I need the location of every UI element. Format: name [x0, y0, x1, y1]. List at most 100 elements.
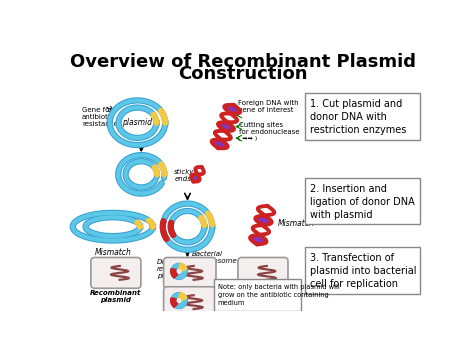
- Polygon shape: [257, 221, 268, 224]
- Polygon shape: [252, 236, 266, 240]
- Polygon shape: [250, 238, 266, 243]
- Text: Foreign DNA with
gene of interest: Foreign DNA with gene of interest: [237, 99, 298, 113]
- FancyBboxPatch shape: [164, 258, 216, 288]
- Text: Construction: Construction: [178, 65, 308, 83]
- Polygon shape: [218, 123, 234, 129]
- Polygon shape: [193, 174, 200, 178]
- Polygon shape: [192, 180, 195, 181]
- Polygon shape: [191, 177, 199, 181]
- Polygon shape: [192, 180, 195, 181]
- Polygon shape: [251, 237, 266, 241]
- Polygon shape: [229, 105, 237, 108]
- Polygon shape: [212, 142, 227, 148]
- Text: Recombinant
plasmid: Recombinant plasmid: [90, 290, 142, 303]
- Polygon shape: [227, 111, 236, 113]
- Polygon shape: [219, 127, 231, 131]
- Polygon shape: [256, 220, 270, 224]
- Polygon shape: [192, 175, 200, 179]
- FancyBboxPatch shape: [304, 178, 420, 224]
- Polygon shape: [250, 238, 266, 243]
- Polygon shape: [230, 105, 237, 107]
- Polygon shape: [225, 122, 230, 124]
- Polygon shape: [195, 174, 199, 177]
- Polygon shape: [216, 140, 226, 143]
- Polygon shape: [214, 145, 223, 148]
- Polygon shape: [228, 105, 238, 109]
- Polygon shape: [192, 179, 196, 181]
- Polygon shape: [226, 110, 237, 113]
- Polygon shape: [194, 174, 199, 177]
- Text: sticky
ends: sticky ends: [174, 169, 195, 182]
- Polygon shape: [194, 174, 199, 178]
- Polygon shape: [224, 107, 240, 113]
- Polygon shape: [255, 218, 272, 223]
- Polygon shape: [261, 224, 264, 225]
- Polygon shape: [191, 178, 197, 181]
- Polygon shape: [216, 147, 220, 148]
- Polygon shape: [195, 174, 199, 177]
- Polygon shape: [256, 235, 263, 237]
- Polygon shape: [223, 122, 231, 125]
- Polygon shape: [226, 105, 240, 111]
- Polygon shape: [259, 223, 266, 225]
- Polygon shape: [255, 219, 271, 223]
- Polygon shape: [219, 140, 223, 141]
- Polygon shape: [219, 123, 234, 128]
- Polygon shape: [227, 105, 239, 110]
- Text: Mismatch: Mismatch: [94, 248, 131, 257]
- Polygon shape: [222, 122, 232, 126]
- Text: 1. Cut plasmid and
donor DNA with
restriction enzymes: 1. Cut plasmid and donor DNA with restri…: [310, 99, 406, 135]
- Polygon shape: [256, 221, 269, 224]
- Polygon shape: [232, 105, 235, 106]
- Polygon shape: [191, 176, 200, 180]
- Polygon shape: [225, 108, 239, 113]
- Polygon shape: [224, 106, 240, 112]
- Polygon shape: [252, 240, 264, 244]
- Polygon shape: [220, 122, 233, 127]
- Text: 2. Insertion and
ligation of donor DNA
with plasmid: 2. Insertion and ligation of donor DNA w…: [310, 184, 415, 220]
- Polygon shape: [253, 241, 263, 244]
- Text: Bacterial
chromosome: Bacterial chromosome: [191, 251, 237, 264]
- Polygon shape: [193, 175, 200, 179]
- Polygon shape: [217, 140, 225, 142]
- Polygon shape: [258, 222, 267, 225]
- Polygon shape: [192, 180, 195, 181]
- Polygon shape: [219, 122, 234, 128]
- Polygon shape: [262, 216, 267, 217]
- Text: ( ➡➡ ): ( ➡➡ ): [237, 136, 257, 141]
- Polygon shape: [193, 174, 199, 178]
- Polygon shape: [196, 174, 198, 176]
- Polygon shape: [257, 235, 262, 236]
- Polygon shape: [222, 129, 228, 131]
- Text: plasmid: plasmid: [122, 118, 153, 127]
- Polygon shape: [220, 128, 229, 131]
- Polygon shape: [218, 124, 234, 130]
- Polygon shape: [197, 174, 198, 175]
- Polygon shape: [251, 240, 264, 243]
- Text: Note: only bacteria with plasmid will
grow on the antibiotic containing
medium: Note: only bacteria with plasmid will gr…: [218, 284, 339, 306]
- FancyBboxPatch shape: [91, 258, 141, 288]
- Polygon shape: [260, 224, 264, 225]
- Polygon shape: [256, 217, 272, 221]
- Polygon shape: [250, 237, 266, 242]
- Polygon shape: [192, 175, 200, 179]
- Polygon shape: [213, 140, 227, 145]
- Polygon shape: [254, 236, 264, 238]
- Polygon shape: [192, 179, 196, 181]
- Polygon shape: [251, 236, 266, 240]
- Polygon shape: [191, 176, 200, 180]
- Polygon shape: [223, 130, 226, 131]
- Polygon shape: [191, 177, 199, 181]
- Polygon shape: [255, 235, 264, 238]
- Polygon shape: [250, 237, 266, 242]
- Polygon shape: [215, 146, 222, 148]
- FancyBboxPatch shape: [164, 287, 216, 318]
- FancyBboxPatch shape: [214, 279, 301, 311]
- Polygon shape: [224, 106, 240, 112]
- Polygon shape: [191, 176, 199, 180]
- Polygon shape: [191, 176, 199, 181]
- Polygon shape: [258, 216, 270, 220]
- Text: Mismatch: Mismatch: [278, 219, 314, 228]
- Polygon shape: [212, 142, 228, 147]
- Polygon shape: [255, 243, 260, 244]
